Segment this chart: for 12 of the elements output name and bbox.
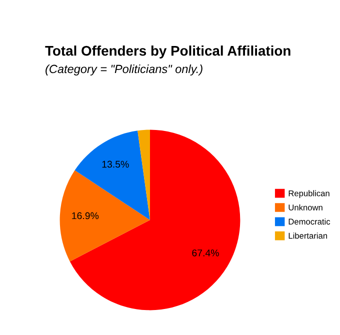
pie-slice bbox=[138, 130, 150, 220]
pie-slice bbox=[70, 130, 240, 310]
chart-subtitle: (Category = "Politicians" only.) bbox=[46, 64, 202, 76]
data-label: 13.5% bbox=[102, 160, 129, 168]
legend-label: Unknown bbox=[288, 204, 322, 210]
pie-slice bbox=[60, 170, 150, 262]
chart-title: Total Offenders by Political Affiliation bbox=[45, 46, 290, 58]
legend-label: Democratic bbox=[288, 218, 330, 225]
legend-label: Republican bbox=[288, 190, 330, 198]
data-label: 16.9% bbox=[72, 212, 99, 220]
legend-label: Libertarian bbox=[288, 232, 327, 239]
data-label: 67.4% bbox=[192, 249, 219, 256]
